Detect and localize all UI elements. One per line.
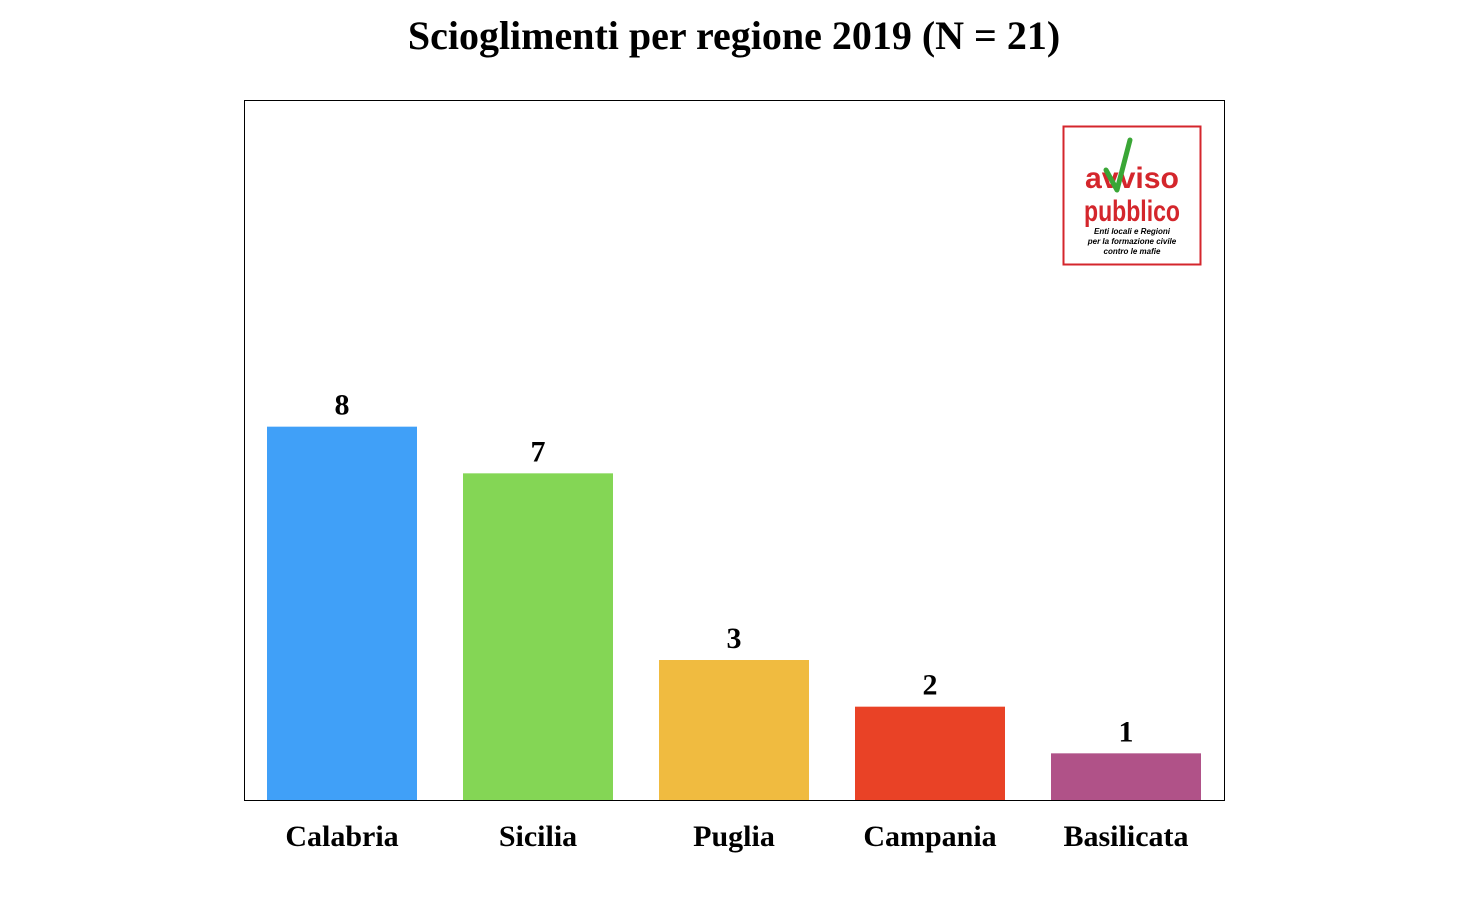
bar-puglia	[659, 660, 809, 800]
plot-area-frame	[244, 100, 1225, 801]
logo-line2: pubblico	[1084, 195, 1180, 228]
data-label-campania: 2	[923, 669, 938, 702]
avviso-pubblico-logo: avviso pubblico Enti locali e Regioni pe…	[1062, 125, 1202, 266]
bar-campania	[855, 706, 1005, 800]
logo-frame	[1062, 125, 1202, 266]
x-tick-label-calabria: Calabria	[285, 820, 398, 853]
bars-layer	[267, 426, 1201, 800]
logo-check-icon	[1103, 137, 1133, 193]
data-label-sicilia: 7	[531, 435, 546, 468]
data-label-calabria: 8	[335, 389, 350, 422]
data-label-basilicata: 1	[1119, 715, 1134, 748]
x-tick-label-sicilia: Sicilia	[499, 820, 577, 853]
x-tick-label-campania: Campania	[863, 820, 996, 853]
x-tick-label-basilicata: Basilicata	[1064, 820, 1189, 853]
bar-basilicata	[1051, 753, 1201, 800]
logo-tagline-2: per la formazione civile	[1087, 237, 1177, 246]
chart-title: Scioglimenti per regione 2019 (N = 21)	[407, 13, 1061, 58]
logo-tagline-3: contro le mafie	[1104, 247, 1161, 256]
x-tick-label-puglia: Puglia	[693, 820, 775, 853]
bar-sicilia	[463, 473, 613, 800]
logo-tagline-1: Enti locali e Regioni	[1094, 227, 1171, 236]
labels-layer: 8 Calabria 7 Sicilia 3 Puglia 2 Campania 1 Basili…	[285, 389, 1188, 853]
logo-line1: avviso	[1085, 162, 1179, 195]
bar-calabria	[267, 426, 417, 800]
data-label-puglia: 3	[727, 622, 742, 655]
